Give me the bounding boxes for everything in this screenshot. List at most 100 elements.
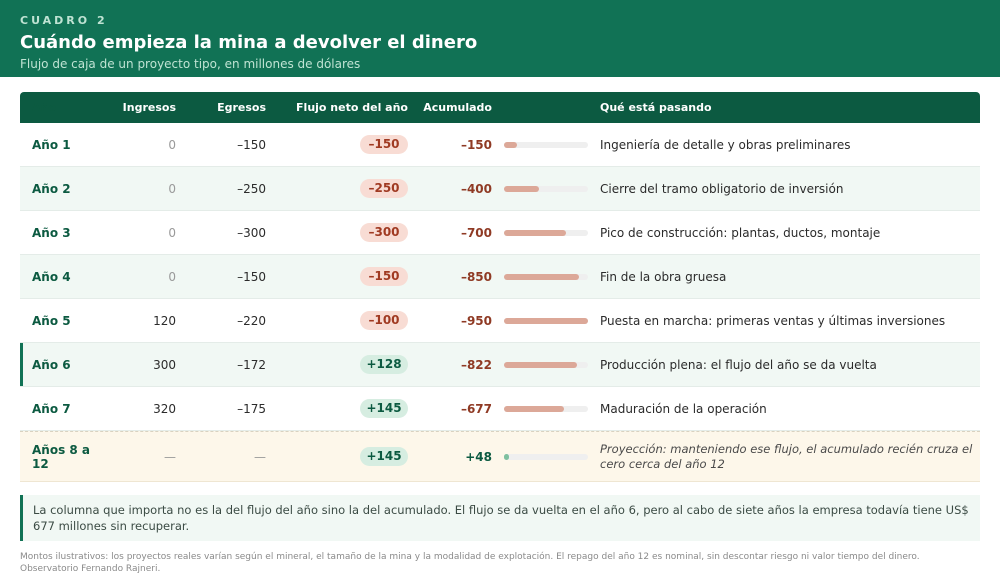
cell-net: –250 — [266, 179, 408, 198]
projection-row: Años 8 a 12 — — +145 +48 Proyección: man… — [20, 431, 980, 482]
cell-acc: –850 — [460, 269, 492, 284]
acc-bar-track — [504, 229, 588, 236]
acc-bar-track — [504, 273, 588, 280]
acc-bar-fill — [504, 453, 510, 460]
col-header-desc: Qué está pasando — [600, 101, 712, 114]
net-badge: –100 — [360, 311, 408, 330]
cell-bar — [492, 229, 596, 236]
acc-bar-track — [504, 453, 588, 460]
net-badge: –300 — [360, 223, 408, 242]
cell-desc: Maduración de la operación — [600, 401, 767, 416]
cell-egresos: –172 — [237, 357, 266, 372]
cell-acc: –400 — [460, 181, 492, 196]
cell-ingresos: 120 — [153, 313, 176, 328]
key-note: La columna que importa no es la del fluj… — [20, 495, 980, 541]
cell-desc: Cierre del tramo obligatorio de inversió… — [600, 181, 844, 196]
cell-ingresos: 320 — [153, 401, 176, 416]
net-badge: –150 — [360, 267, 408, 286]
cell-year: Año 4 — [32, 269, 71, 284]
cell-net: +128 — [266, 355, 408, 374]
cell-desc: Ingeniería de detalle y obras preliminar… — [600, 137, 851, 152]
cell-ingresos: 0 — [168, 269, 176, 284]
cell-ingresos: 0 — [168, 137, 176, 152]
cell-year: Año 1 — [32, 137, 71, 152]
cell-bar — [492, 317, 596, 324]
table-row: Año 3 0 –300 –300 –700 Pico de construcc… — [20, 211, 980, 255]
cash-flow-table: Año Ingresos Egresos Flujo neto del año … — [20, 92, 980, 482]
cell-desc: Fin de la obra gruesa — [600, 269, 727, 284]
cell-net: –100 — [266, 311, 408, 330]
cell-net: +145 — [266, 447, 408, 466]
table-kicker: CUADRO 2 — [20, 14, 108, 27]
acc-bar-track — [504, 405, 588, 412]
cell-acc: –677 — [460, 401, 492, 416]
cell-desc: Puesta en marcha: primeras ventas y últi… — [600, 313, 946, 328]
acc-bar-fill — [504, 405, 564, 412]
acc-bar-fill — [504, 141, 518, 148]
cell-egresos: –150 — [237, 137, 266, 152]
cell-ingresos: 300 — [153, 357, 176, 372]
cell-year: Año 7 — [32, 401, 71, 416]
net-badge: +145 — [360, 447, 408, 466]
cell-year: Año 6 — [32, 357, 71, 372]
cell-acc: +48 — [465, 449, 492, 464]
acc-bar-fill — [504, 229, 566, 236]
table-row: Año 5 120 –220 –100 –950 Puesta en march… — [20, 299, 980, 343]
acc-bar-track — [504, 185, 588, 192]
cell-egresos: –175 — [237, 401, 266, 416]
cell-bar — [492, 453, 596, 460]
acc-bar-track — [504, 317, 588, 324]
cell-acc: –822 — [460, 357, 492, 372]
cell-bar — [492, 273, 596, 280]
table-row: Año 2 0 –250 –250 –400 Cierre del tramo … — [20, 167, 980, 211]
acc-bar-track — [504, 141, 588, 148]
cell-egresos: –150 — [237, 269, 266, 284]
cell-net: +145 — [266, 399, 408, 418]
page-title: Cuándo empieza la mina a devolver el din… — [20, 32, 478, 53]
table-header: Año Ingresos Egresos Flujo neto del año … — [20, 92, 980, 123]
cell-net: –150 — [266, 267, 408, 286]
footer-source: Montos ilustrativos: los proyectos reale… — [20, 552, 920, 574]
table-row: Año 7 320 –175 +145 –677 Maduración de l… — [20, 387, 980, 431]
cell-year: Año 5 — [32, 313, 71, 328]
acc-bar-track — [504, 361, 588, 368]
cell-ingresos: 0 — [168, 225, 176, 240]
acc-bar-fill — [504, 185, 540, 192]
cell-egresos: –220 — [237, 313, 266, 328]
cell-year: Años 8 a 12 — [32, 442, 91, 471]
acc-bar-fill — [504, 273, 580, 280]
acc-bar-fill — [504, 361, 577, 368]
cell-year: Año 3 — [32, 225, 71, 240]
cell-ingresos: — — [164, 449, 176, 464]
col-header-net: Flujo neto del año — [296, 101, 408, 114]
net-badge: –250 — [360, 179, 408, 198]
cell-egresos: –300 — [237, 225, 266, 240]
cell-egresos: –250 — [237, 181, 266, 196]
table-row: Año 4 0 –150 –150 –850 Fin de la obra gr… — [20, 255, 980, 299]
page-subtitle: Flujo de caja de un proyecto tipo, en mi… — [20, 57, 361, 71]
cell-bar — [492, 361, 596, 368]
header: CUADRO 2 Cuándo empieza la mina a devolv… — [0, 0, 1000, 77]
cell-year: Año 2 — [32, 181, 71, 196]
cell-ingresos: 0 — [168, 181, 176, 196]
col-header-ingresos: Ingresos — [122, 101, 176, 114]
col-header-acc: Acumulado — [423, 101, 492, 114]
col-header-egresos: Egresos — [217, 101, 266, 114]
table-row: Año 6 300 –172 +128 –822 Producción plen… — [20, 343, 980, 387]
cell-bar — [492, 405, 596, 412]
net-badge: –150 — [360, 135, 408, 154]
cell-acc: –700 — [460, 225, 492, 240]
cell-acc: –950 — [460, 313, 492, 328]
cell-egresos: — — [254, 449, 266, 464]
net-badge: +128 — [360, 355, 408, 374]
table-row: Año 1 0 –150 –150 –150 Ingeniería de det… — [20, 123, 980, 167]
acc-bar-fill — [504, 317, 588, 324]
cell-acc: –150 — [460, 137, 492, 152]
col-header-year: Año — [32, 101, 56, 114]
cell-desc: Producción plena: el flujo del año se da… — [600, 357, 877, 372]
cell-desc: Proyección: manteniendo ese flujo, el ac… — [600, 441, 973, 471]
net-badge: +145 — [360, 399, 408, 418]
cell-net: –300 — [266, 223, 408, 242]
cell-bar — [492, 185, 596, 192]
cell-desc: Pico de construcción: plantas, ductos, m… — [600, 225, 881, 240]
